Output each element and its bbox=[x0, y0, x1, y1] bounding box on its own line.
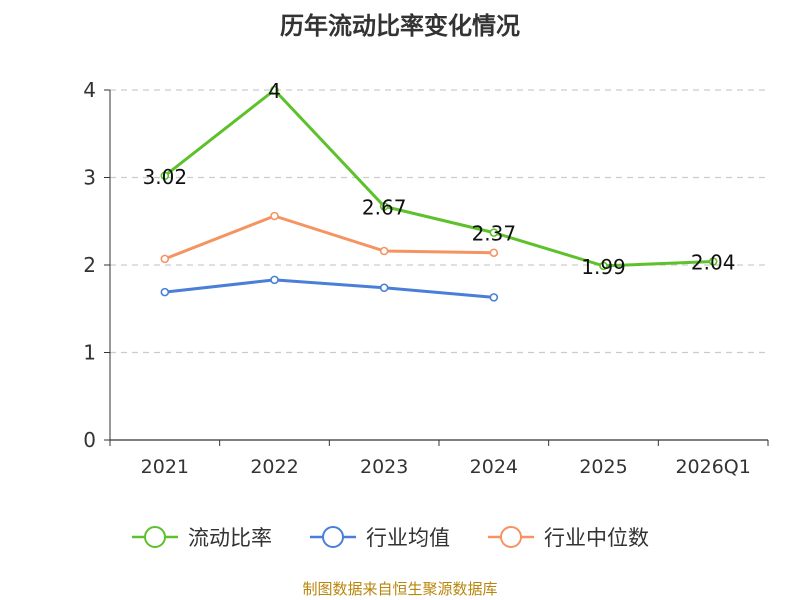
y-tick-label: 4 bbox=[83, 78, 96, 102]
data-point bbox=[160, 287, 170, 297]
data-point bbox=[270, 211, 279, 221]
data-point bbox=[489, 228, 499, 237]
y-tick-label: 3 bbox=[83, 166, 96, 190]
grid-lines bbox=[110, 89, 768, 354]
legend[interactable]: 流动比率 行业均值 行业中位数 bbox=[132, 526, 649, 550]
data-point bbox=[489, 248, 499, 258]
y-tick-label: 0 bbox=[83, 428, 96, 452]
legend-item-0[interactable]: 流动比率 bbox=[132, 526, 272, 550]
data-label: 3.02 bbox=[143, 165, 188, 189]
chart-title: 历年流动比率变化情况 bbox=[280, 12, 520, 40]
data-point bbox=[270, 85, 279, 95]
x-tick-label: 2023 bbox=[360, 456, 408, 478]
data-label: 1.99 bbox=[581, 255, 626, 279]
legend-label: 行业均值 bbox=[366, 526, 450, 550]
axes: 0 1 2 3 4 2021 2022 2023 2024 2025 2026Q1 bbox=[83, 78, 769, 478]
data-point bbox=[708, 257, 718, 266]
data-label: 4 bbox=[268, 79, 281, 103]
x-tick-label: 2026Q1 bbox=[675, 456, 750, 478]
series-line-0 bbox=[163, 88, 714, 268]
data-point bbox=[599, 261, 608, 271]
legend-label: 流动比率 bbox=[188, 526, 272, 550]
series-line-1 bbox=[164, 278, 494, 299]
data-source-note: 制图数据来自恒生聚源数据库 bbox=[302, 580, 498, 598]
data-point bbox=[160, 171, 170, 181]
data-label: 2.67 bbox=[362, 195, 407, 219]
data-label: 2.04 bbox=[691, 251, 736, 275]
legend-label: 行业中位数 bbox=[544, 526, 649, 550]
data-point bbox=[379, 283, 389, 293]
series-line-2 bbox=[164, 214, 494, 261]
data-point bbox=[489, 293, 499, 302]
legend-item-1[interactable]: 行业均值 bbox=[310, 526, 450, 550]
x-tick-label: 2024 bbox=[470, 456, 518, 478]
data-point bbox=[270, 275, 279, 285]
legend-marker-icon bbox=[144, 526, 166, 548]
y-tick-label: 1 bbox=[83, 341, 96, 365]
series-lines bbox=[160, 85, 718, 302]
y-tick-label: 2 bbox=[83, 253, 96, 277]
data-point bbox=[160, 254, 170, 264]
legend-marker-icon bbox=[500, 526, 522, 548]
x-tick-label: 2025 bbox=[579, 456, 627, 478]
data-label: 2.37 bbox=[472, 222, 517, 246]
x-tick-label: 2021 bbox=[141, 456, 189, 478]
data-point bbox=[379, 246, 389, 256]
x-tick-label: 2022 bbox=[250, 456, 298, 478]
data-point bbox=[379, 202, 389, 211]
legend-item-2[interactable]: 行业中位数 bbox=[488, 526, 649, 550]
legend-marker-icon bbox=[322, 526, 344, 548]
data-labels: 3.02 4 2.67 2.37 1.99 2.04 bbox=[143, 79, 736, 279]
